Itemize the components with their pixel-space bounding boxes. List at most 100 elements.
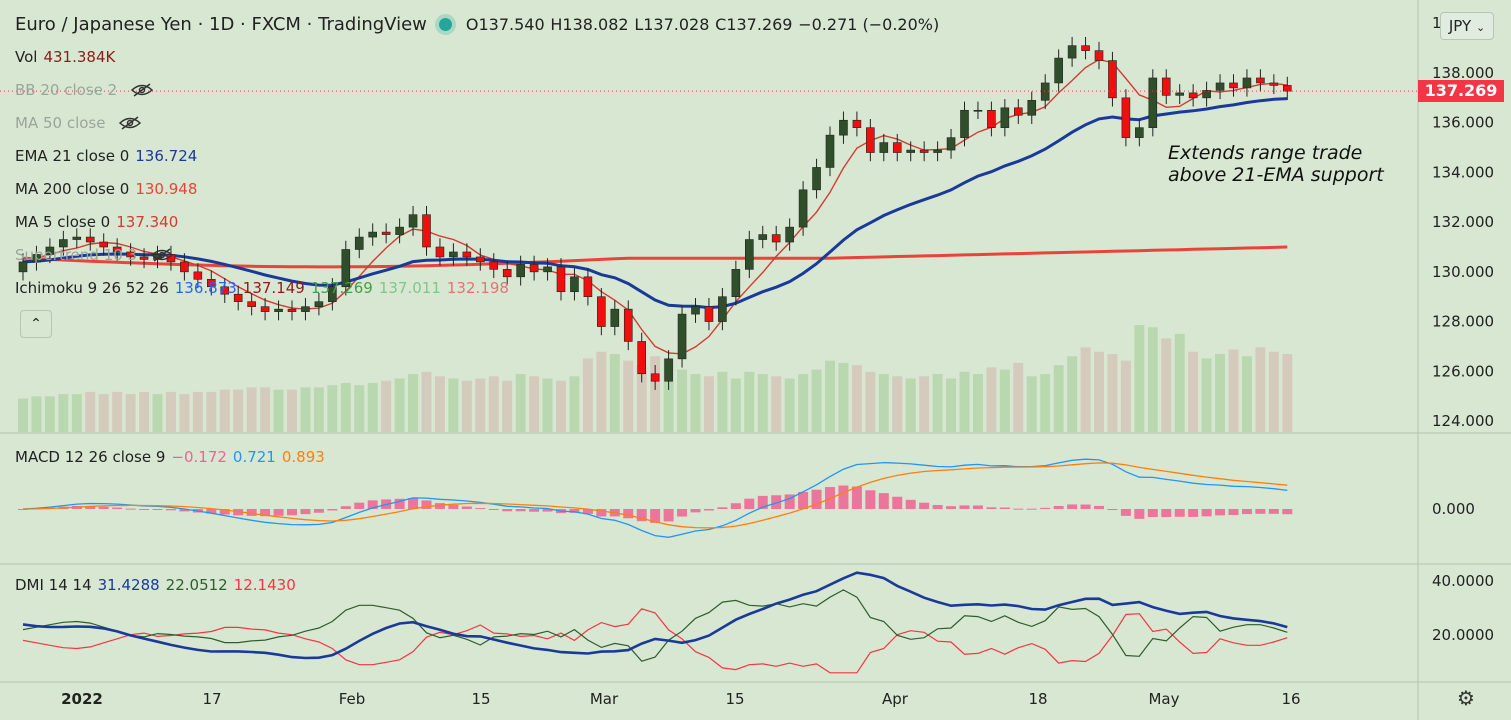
macd-histogram-bar: [1255, 509, 1266, 514]
volume-bar: [1282, 353, 1293, 432]
collapse-legend-button[interactable]: ⌃: [20, 310, 52, 338]
time-axis-label: Mar: [590, 690, 619, 708]
legend-value: −0.172: [171, 448, 227, 466]
volume-bar: [260, 387, 271, 432]
candle-body: [126, 251, 135, 258]
currency-label: JPY: [1448, 17, 1472, 35]
volume-bar: [703, 376, 714, 432]
eye-hidden-icon[interactable]: [119, 116, 142, 130]
volume-bar: [58, 394, 69, 432]
candle-body: [731, 269, 741, 298]
volume-bar: [851, 365, 862, 432]
adx-line: [22, 571, 1288, 660]
volume-bar: [1026, 376, 1037, 432]
macd-histogram-bar: [703, 509, 714, 511]
macd-histogram-bar: [569, 509, 580, 513]
time-axis-label: 16: [1281, 690, 1300, 708]
volume-bar: [771, 376, 782, 432]
candle-body: [785, 226, 794, 243]
legend-ma50[interactable]: MA 50 close: [15, 114, 142, 132]
volume-bar: [865, 371, 876, 432]
legend-bb[interactable]: BB 20 close 2: [15, 81, 154, 99]
volume-bar: [219, 389, 230, 432]
macd-histogram-bar: [959, 505, 970, 509]
candle-body: [987, 109, 996, 128]
volume-bar: [1013, 362, 1024, 432]
legend-dmi[interactable]: DMI 14 14 31.4288 22.0512 12.1430: [15, 576, 296, 594]
candle-body: [328, 286, 337, 302]
macd-histogram-bar: [811, 489, 822, 509]
volume-bar: [1161, 338, 1172, 432]
macd-histogram-bar: [663, 509, 674, 522]
time-axis-label: 18: [1028, 690, 1047, 708]
macd-histogram-bar: [1053, 505, 1064, 509]
legend-macd[interactable]: MACD 12 26 close 9 −0.172 0.721 0.893: [15, 448, 325, 466]
candle-body: [180, 261, 189, 273]
currency-button[interactable]: JPY ⌄: [1440, 12, 1494, 40]
legend-ichimoku[interactable]: Ichimoku 9 26 52 26 136.873 137.149 137.269…: [15, 279, 509, 297]
price-pane: [0, 36, 1418, 432]
ohlc-close: C137.269: [715, 15, 793, 34]
volume-bar: [811, 369, 822, 432]
legend-ma5[interactable]: MA 5 close 0 137.340: [15, 213, 178, 231]
annotation-line: above 21-EMA support: [1168, 164, 1384, 186]
volume-bar: [556, 380, 566, 432]
candle-body: [691, 306, 700, 315]
macd-histogram-bar: [529, 509, 540, 512]
candle-body: [744, 239, 754, 270]
volume-bar: [1147, 327, 1158, 432]
candle-body: [1013, 107, 1023, 116]
candle-body: [1161, 77, 1171, 96]
volume-bar: [663, 358, 674, 432]
volume-bar: [31, 396, 42, 432]
macd-histogram-bar: [300, 509, 311, 515]
volume-bar: [300, 387, 311, 432]
macd-histogram-bar: [1107, 509, 1118, 511]
legend-vol[interactable]: Vol 431.384K: [15, 48, 115, 66]
macd-histogram-bar: [206, 509, 217, 514]
volume-bar: [421, 371, 432, 432]
macd-histogram-bar: [838, 485, 849, 509]
candle-body: [1148, 77, 1158, 128]
volume-bar: [367, 382, 378, 432]
legend-ma200[interactable]: MA 200 close 0 130.948: [15, 180, 197, 198]
candle-body: [825, 134, 835, 168]
candle-body: [839, 119, 848, 136]
macd-histogram-bar: [287, 509, 297, 516]
macd-histogram-bar: [448, 504, 459, 509]
candle-body: [1283, 85, 1292, 92]
volume-bar: [1067, 356, 1078, 432]
candle-body: [72, 236, 82, 240]
volume-bar: [44, 396, 55, 432]
symbol-title[interactable]: Euro / Japanese Yen · 1D · FXCM · Tradin…: [15, 14, 427, 35]
volume-bar: [825, 360, 835, 432]
candle-body: [664, 358, 673, 382]
macd-histogram-bar: [434, 503, 445, 509]
legend-value: 132.198: [446, 279, 509, 297]
price-axis-top-label: 1: [1432, 14, 1442, 32]
volume-bar: [1215, 353, 1226, 432]
candle-body: [18, 261, 28, 273]
volume-bar: [582, 358, 593, 432]
settings-gear-icon[interactable]: ⚙: [1457, 686, 1475, 710]
volume-bar: [529, 376, 540, 432]
legend-ema21[interactable]: EMA 21 close 0 136.724: [15, 147, 197, 165]
price-axis-label: 128.000: [1432, 313, 1494, 331]
chevron-up-icon: ⌃: [30, 316, 42, 332]
macd-histogram-bar: [1147, 509, 1158, 517]
macd-histogram-bar: [636, 509, 647, 522]
eye-hidden-icon[interactable]: [131, 83, 154, 97]
legend-supertrend[interactable]: Supertrend 10 3: [15, 246, 174, 264]
volume-bar: [569, 376, 580, 432]
time-axis-label: Feb: [339, 690, 366, 708]
macd-histogram-bar: [394, 498, 405, 509]
candle-body: [906, 149, 916, 153]
candle-body: [1175, 92, 1184, 96]
candle-body: [1135, 127, 1144, 138]
volume-bar: [488, 376, 499, 432]
candle-body: [960, 109, 969, 138]
macd-histogram-bar: [18, 509, 28, 510]
macd-histogram-bar: [865, 490, 876, 509]
eye-hidden-icon[interactable]: [151, 248, 174, 262]
